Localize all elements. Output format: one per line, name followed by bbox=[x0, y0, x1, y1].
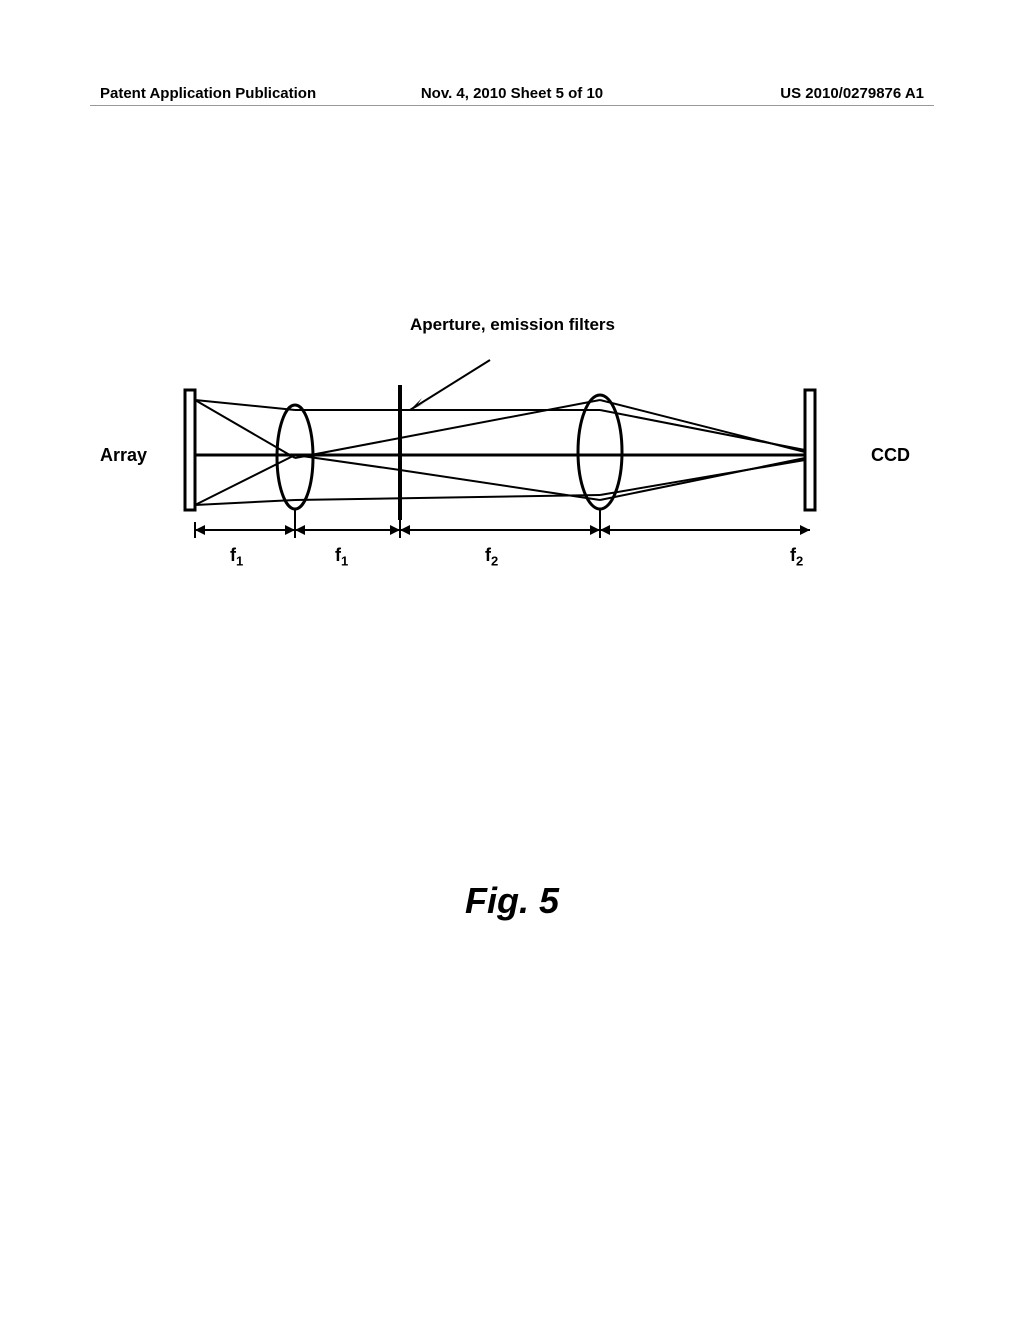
header-date-sheet: Nov. 4, 2010 Sheet 5 of 10 bbox=[375, 85, 650, 102]
header-patent-number: US 2010/0279876 A1 bbox=[649, 85, 924, 102]
header-divider bbox=[90, 105, 934, 106]
array-label: Array bbox=[100, 445, 147, 466]
figure-caption: Fig. 5 bbox=[0, 880, 1024, 922]
page-header: Patent Application Publication Nov. 4, 2… bbox=[0, 85, 1024, 102]
optical-schematic bbox=[170, 350, 870, 600]
f2-right-label: f2 bbox=[790, 545, 803, 569]
f2-left-label: f2 bbox=[485, 545, 498, 569]
f1-right-label: f1 bbox=[335, 545, 348, 569]
ccd-label: CCD bbox=[871, 445, 910, 466]
f1-left-label: f1 bbox=[230, 545, 243, 569]
aperture-label: Aperture, emission filters bbox=[410, 315, 615, 335]
header-publication: Patent Application Publication bbox=[100, 85, 375, 102]
optical-diagram: Array CCD Aperture, emission filters bbox=[120, 350, 900, 600]
